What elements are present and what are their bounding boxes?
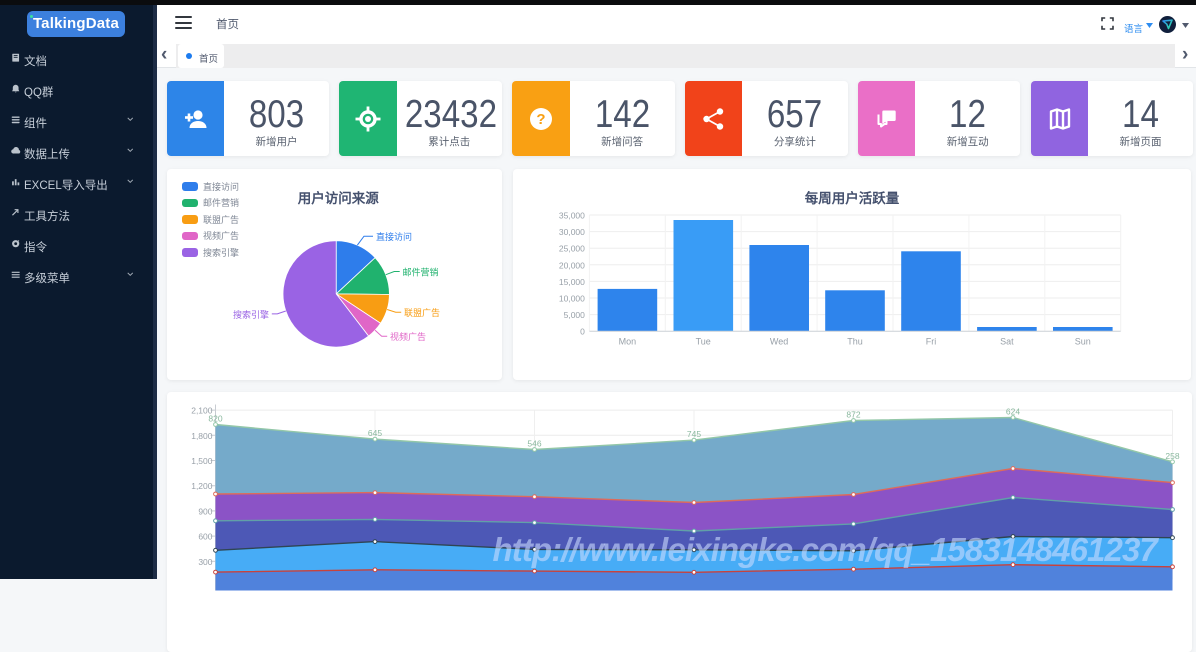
svg-text:搜索引擎: 搜索引擎: [232, 309, 268, 320]
svg-text:邮件营销: 邮件营销: [402, 267, 438, 278]
svg-text:600: 600: [198, 531, 212, 541]
svg-text:25,000: 25,000: [559, 244, 585, 254]
svg-text:258: 258: [1165, 450, 1179, 460]
svg-text:Fri: Fri: [926, 337, 937, 347]
svg-text:15,000: 15,000: [559, 277, 585, 287]
svg-text:624: 624: [1005, 406, 1019, 416]
svg-text:35,000: 35,000: [559, 211, 585, 221]
svg-text:Mon: Mon: [619, 337, 637, 347]
svg-text:Sun: Sun: [1075, 337, 1091, 347]
svg-text:Wed: Wed: [770, 337, 788, 347]
svg-text:900: 900: [198, 506, 212, 516]
svg-text:直接访问: 直接访问: [376, 231, 412, 242]
svg-text:1,200: 1,200: [191, 481, 213, 491]
svg-text:1,500: 1,500: [191, 456, 213, 466]
svg-text:20,000: 20,000: [559, 261, 585, 271]
svg-text:300: 300: [198, 556, 212, 566]
svg-text:30,000: 30,000: [559, 227, 585, 237]
svg-text:?: ?: [537, 111, 546, 128]
svg-text:联盟广告: 联盟广告: [404, 307, 440, 318]
svg-text:Thu: Thu: [847, 337, 863, 347]
svg-text:视频广告: 视频广告: [390, 331, 426, 342]
svg-text:546: 546: [527, 438, 541, 448]
svg-text:5,000: 5,000: [564, 310, 586, 320]
svg-text:645: 645: [367, 428, 381, 438]
svg-text:Sat: Sat: [1000, 337, 1014, 347]
svg-text:820: 820: [208, 413, 222, 423]
svg-text:Tue: Tue: [696, 337, 711, 347]
svg-text:0: 0: [580, 327, 585, 337]
svg-text:872: 872: [846, 409, 860, 419]
svg-text:2,100: 2,100: [191, 405, 213, 415]
svg-text:1,800: 1,800: [191, 430, 213, 440]
svg-text:745: 745: [686, 429, 700, 439]
svg-text:10,000: 10,000: [559, 294, 585, 304]
